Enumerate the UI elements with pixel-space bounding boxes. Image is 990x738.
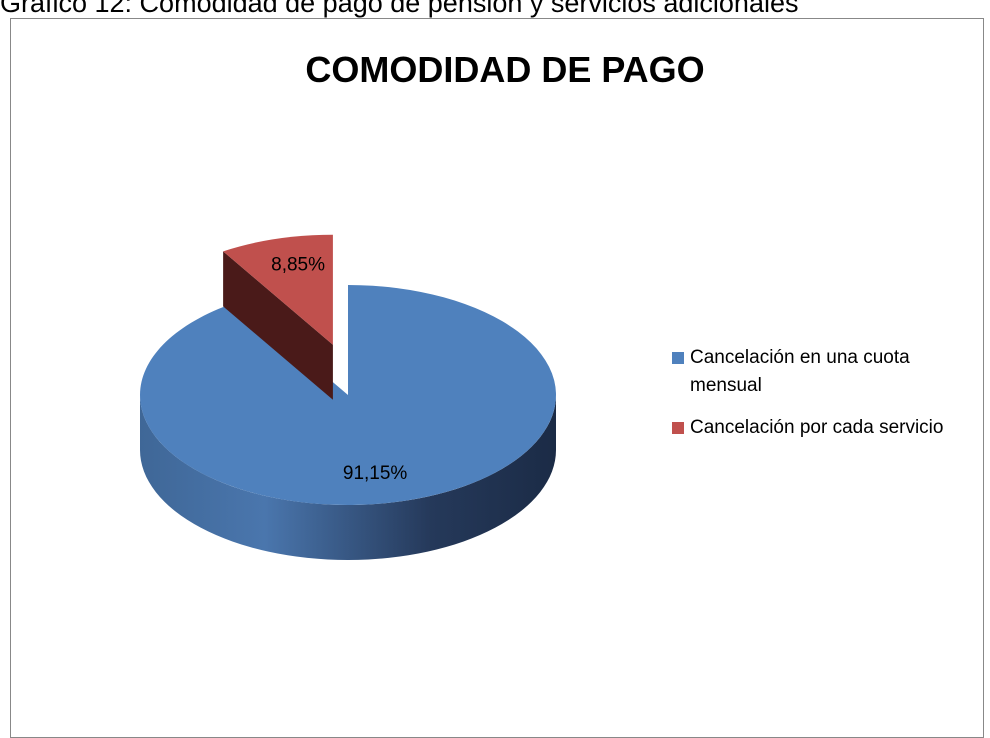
- legend-swatch: [672, 422, 684, 434]
- slice: [140, 285, 557, 505]
- slice-face: [223, 251, 333, 400]
- legend-label: Cancelación en una cuota mensual: [690, 347, 910, 396]
- slice-side: [140, 395, 556, 560]
- legend-entry: Cancelación por cada servicio: [672, 414, 964, 442]
- legend: Cancelación en una cuota mensual Cancelac…: [672, 344, 964, 456]
- chart-title: COMODIDAD DE PAGO: [305, 49, 704, 90]
- slice: [223, 234, 333, 345]
- data-label: 8,85%: [271, 254, 325, 275]
- legend-entry: Cancelación en una cuota mensual: [672, 344, 964, 400]
- legend-swatch: [672, 352, 684, 364]
- data-label: 91,15%: [343, 463, 408, 484]
- legend-label: Cancelación por cada servicio: [690, 417, 944, 438]
- caption: Gráfico 12: Comodidad de pago de pensión…: [0, 0, 799, 18]
